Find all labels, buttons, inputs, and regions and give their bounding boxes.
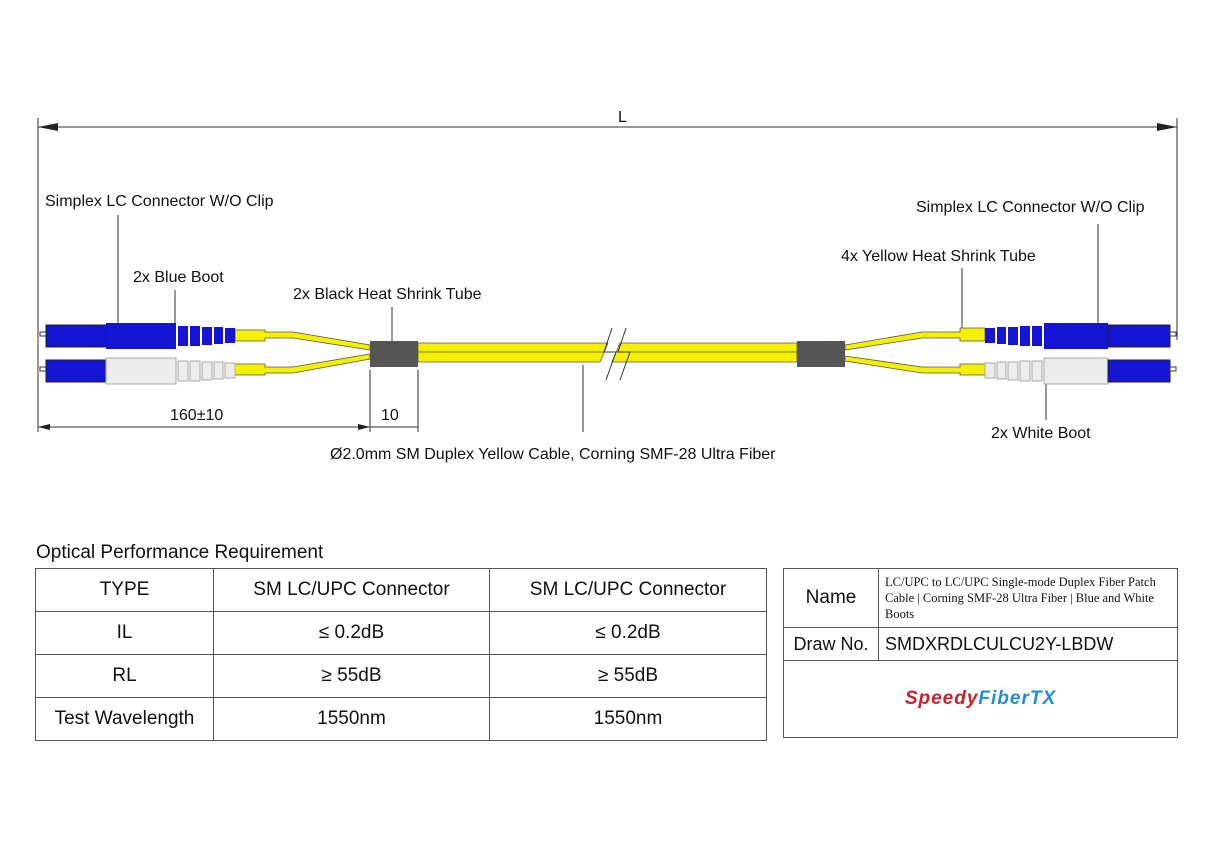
table-header-row: TYPE SM LC/UPC Connector SM LC/UPC Connect… (35, 568, 767, 612)
logo: SpeedyFiberTX (783, 660, 1178, 738)
logo-fibertx: FiberTX (978, 688, 1057, 709)
cell: IL (35, 611, 214, 655)
title-block: Name LC/UPC to LC/UPC Single-mode Duplex … (783, 568, 1178, 738)
dimension-lines (37, 118, 1178, 432)
table-row: IL ≤ 0.2dB ≤ 0.2dB (35, 611, 767, 655)
left-connectors (39, 323, 236, 385)
cell: ≤ 0.2dB (489, 611, 767, 655)
length-label: L (618, 109, 627, 126)
yellow-cable (234, 327, 986, 376)
name-value: LC/UPC to LC/UPC Single-mode Duplex Fibe… (878, 568, 1178, 628)
tube-dimension: 10 (381, 407, 399, 424)
cell: Test Wavelength (35, 697, 214, 741)
performance-table: TYPE SM LC/UPC Connector SM LC/UPC Connect… (35, 568, 767, 741)
header-connector-a: SM LC/UPC Connector (213, 568, 490, 612)
name-label: Name (783, 568, 879, 628)
draw-number-value: SMDXRDLCULCU2Y-LBDW (878, 627, 1178, 661)
logo-speedy: Speedy (904, 688, 979, 709)
cell: ≤ 0.2dB (213, 611, 490, 655)
cell: 1550nm (213, 697, 490, 741)
cell: ≥ 55dB (213, 654, 490, 698)
draw-number-label: Draw No. (783, 627, 879, 661)
black-heat-shrink-right (797, 341, 845, 367)
right-connectors (984, 323, 1177, 385)
blue-boot-label: 2x Blue Boot (133, 269, 224, 286)
table-row: Test Wavelength 1550nm 1550nm (35, 697, 767, 741)
cable-drawing (37, 118, 1178, 432)
cell: 1550nm (489, 697, 767, 741)
cell: RL (35, 654, 214, 698)
white-boot-label: 2x White Boot (991, 425, 1091, 442)
yellow-tube-label: 4x Yellow Heat Shrink Tube (841, 248, 1036, 265)
breakout-dimension: 160±10 (170, 407, 224, 424)
performance-title: Optical Performance Requirement (36, 542, 324, 563)
left-connector-label: Simplex LC Connector W/O Clip (45, 193, 274, 210)
cell: ≥ 55dB (489, 654, 767, 698)
cable-label: Ø2.0mm SM Duplex Yellow Cable, Corning S… (330, 446, 776, 463)
header-connector-b: SM LC/UPC Connector (489, 568, 767, 612)
table-row: RL ≥ 55dB ≥ 55dB (35, 654, 767, 698)
black-tube-label: 2x Black Heat Shrink Tube (293, 286, 482, 303)
header-type: TYPE (35, 568, 214, 612)
right-connector-label: Simplex LC Connector W/O Clip (916, 199, 1145, 216)
black-heat-shrink-left (370, 341, 418, 367)
